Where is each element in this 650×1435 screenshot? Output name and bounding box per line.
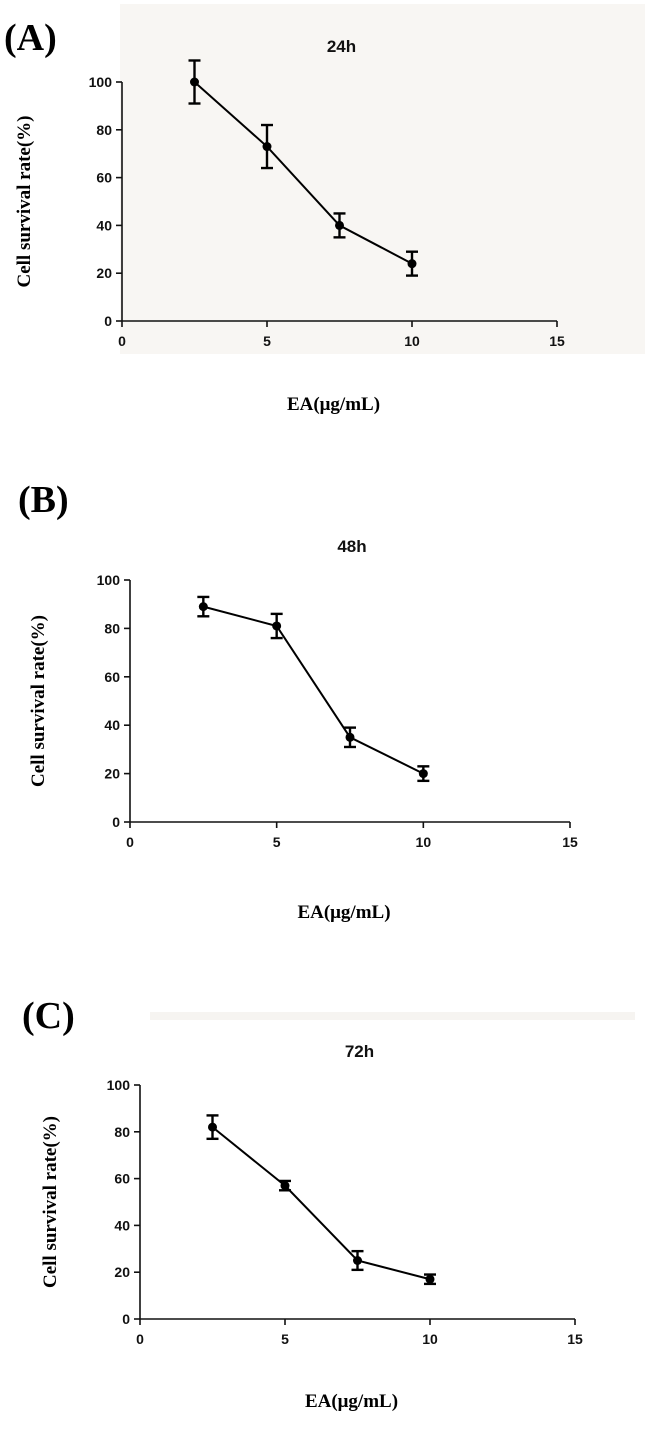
chart-title: 72h [345, 1042, 374, 1061]
y-tick-label: 40 [114, 1217, 130, 1233]
x-axis-label: EA(μg/mL) [297, 902, 390, 923]
y-tick-label: 80 [96, 122, 112, 138]
panel-label: (A) [4, 17, 57, 59]
y-tick-label: 80 [104, 620, 120, 636]
x-tick-label: 0 [126, 834, 134, 850]
panel-label: (C) [22, 995, 75, 1037]
data-point [407, 259, 417, 269]
panel-label: (B) [18, 479, 69, 521]
x-tick-label: 5 [263, 333, 271, 349]
y-tick-label: 100 [97, 572, 121, 588]
x-tick-label: 15 [562, 834, 578, 850]
x-tick-label: 5 [281, 1331, 289, 1347]
series-line [203, 605, 424, 775]
y-tick-label: 60 [104, 669, 120, 685]
x-axis-label: EA(μg/mL) [287, 394, 380, 415]
x-tick-label: 0 [136, 1331, 144, 1347]
series-line [211, 1126, 431, 1281]
y-tick-label: 20 [104, 766, 120, 782]
y-tick-label: 40 [96, 217, 112, 233]
y-tick-label: 0 [122, 1311, 130, 1327]
x-axis-label: EA(μg/mL) [305, 1391, 398, 1412]
x-tick-label: 15 [567, 1331, 583, 1347]
x-tick-label: 15 [549, 333, 565, 349]
data-point [208, 1122, 217, 1132]
y-tick-label: 60 [96, 170, 112, 186]
chart-title: 48h [337, 537, 366, 556]
panel-b: (B) 48h 0 20 40 60 80 100 0 5 10 15 Cell survival r… [0, 470, 650, 950]
chart-title: 24h [327, 37, 356, 56]
data-point [198, 602, 208, 612]
data-point [272, 621, 282, 631]
chart-72h: 72h 0 20 40 60 80 100 0 5 10 15 Cell survival rate(… [40, 1042, 583, 1412]
x-tick-label: 10 [416, 834, 432, 850]
y-tick-label: 20 [114, 1264, 130, 1280]
y-tick-label: 0 [104, 313, 112, 329]
y-tick-label: 100 [89, 74, 113, 90]
y-tick-label: 80 [114, 1124, 130, 1140]
series-line [193, 81, 413, 265]
panel-background [120, 4, 645, 354]
data-point [353, 1256, 362, 1265]
data-point [425, 1274, 435, 1284]
chart-24h: 24h 0 20 40 60 80 100 0 5 10 15 Cell survival rate(… [14, 37, 565, 415]
y-tick-label: 20 [96, 265, 112, 281]
y-axis-label: Cell survival rate(%) [28, 615, 49, 787]
chart-48h: 48h 0 20 40 60 80 100 0 5 10 15 Cell survival rate(… [28, 537, 578, 923]
data-point [335, 220, 344, 230]
data-point [262, 142, 272, 152]
y-tick-label: 60 [114, 1171, 130, 1187]
panel-background [150, 1012, 635, 1020]
x-tick-label: 5 [273, 834, 281, 850]
panel-c: (C) 72h 0 20 40 60 80 100 0 5 10 15 Cell survival r… [0, 950, 650, 1435]
y-axis-label: Cell survival rate(%) [40, 1116, 61, 1288]
x-tick-label: 10 [422, 1331, 438, 1347]
data-point [345, 732, 355, 742]
data-point [418, 769, 428, 779]
y-tick-label: 100 [107, 1077, 131, 1093]
panel-a: (A) 24h 0 20 40 60 80 100 0 5 10 15 Cell survival r… [0, 0, 650, 470]
y-tick-label: 40 [104, 717, 120, 733]
data-point [190, 77, 199, 87]
x-tick-label: 10 [404, 333, 420, 349]
data-point [280, 1181, 290, 1191]
y-tick-label: 0 [112, 814, 120, 830]
y-axis-label: Cell survival rate(%) [14, 115, 35, 287]
x-tick-label: 0 [118, 333, 126, 349]
